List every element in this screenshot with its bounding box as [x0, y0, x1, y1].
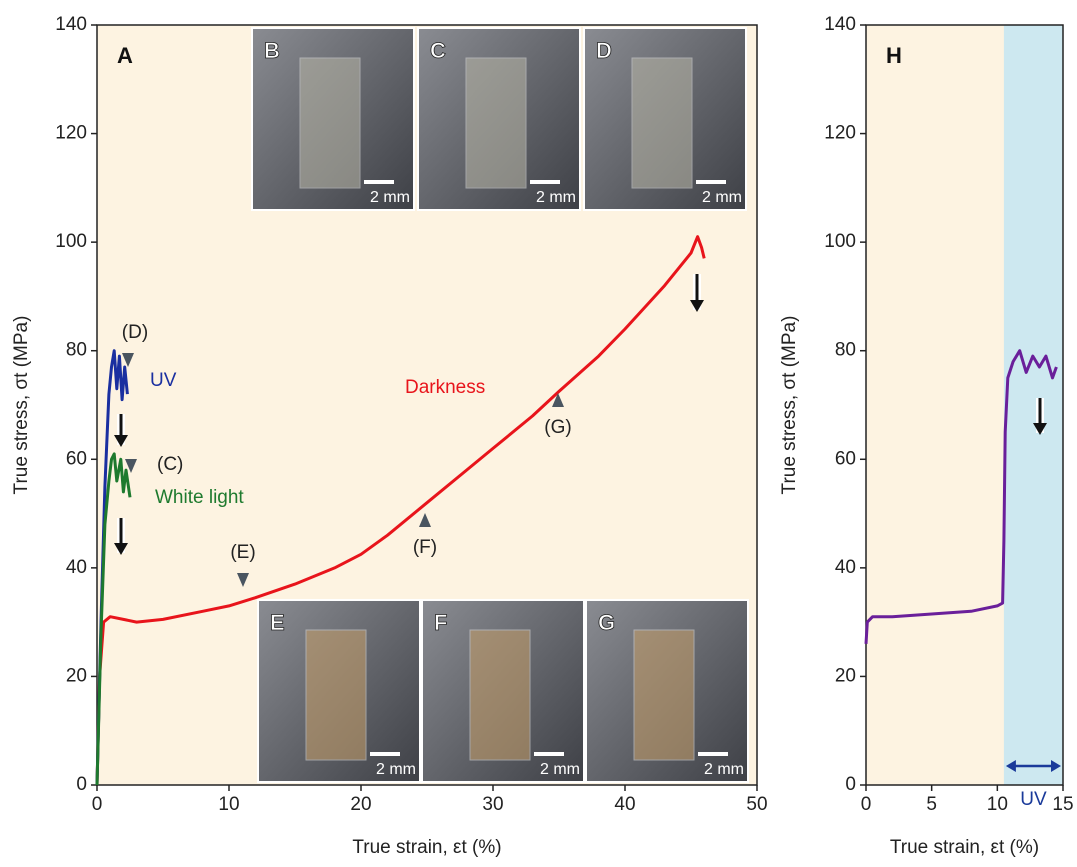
uv-region: [1003, 25, 1063, 785]
y-tick-label: 120: [824, 123, 856, 144]
series-label: Darkness: [405, 377, 485, 398]
y-tick-label: 0: [76, 774, 87, 795]
y-tick-label: 100: [55, 231, 87, 252]
uv-label: UV: [1020, 789, 1047, 810]
marker-label: (F): [413, 537, 437, 558]
y-tick-label: 140: [824, 14, 856, 35]
x-tick-label: 0: [92, 794, 103, 815]
marker-triangle: [419, 513, 431, 527]
scale-label: 2 mm: [702, 189, 742, 206]
x-tick-label: 15: [1052, 794, 1073, 815]
marker-triangle: [122, 353, 134, 367]
plot-frame: [865, 24, 1064, 786]
panel-label: H: [886, 43, 902, 68]
x-tick-label: 10: [987, 794, 1008, 815]
scale-label: 2 mm: [704, 761, 744, 778]
panel-label: A: [117, 43, 133, 68]
x-tick-label: 30: [482, 794, 503, 815]
y-tick-label: 80: [66, 340, 87, 361]
y-tick-label: 140: [55, 14, 87, 35]
marker-label: (D): [122, 322, 148, 343]
x-tick-label: 0: [861, 794, 872, 815]
x-tick-label: 5: [926, 794, 937, 815]
marker-label: (C): [157, 454, 183, 475]
y-tick-label: 80: [835, 340, 856, 361]
scale-label: 2 mm: [536, 189, 576, 206]
inset-letter: D: [596, 38, 612, 63]
inset-letter: E: [270, 610, 285, 635]
series-line: [95, 452, 132, 786]
marker-label: (E): [230, 542, 255, 563]
y-tick-label: 20: [835, 665, 856, 686]
x-tick-label: 50: [746, 794, 767, 815]
marker-triangle: [552, 393, 564, 407]
arrow-head: [1033, 423, 1047, 435]
series-line: [95, 235, 706, 786]
y-tick-label: 0: [845, 774, 856, 795]
y-axis-label: True stress, σt (MPa): [779, 316, 800, 495]
series-label: UV: [150, 370, 177, 391]
inset-letter: F: [434, 610, 447, 635]
y-axis-label: True stress, σt (MPa): [11, 316, 32, 495]
marker-triangle: [237, 573, 249, 587]
x-tick-label: 20: [350, 794, 371, 815]
y-tick-label: 20: [66, 665, 87, 686]
inset-letter: B: [264, 38, 280, 63]
x-axis-label: True strain, εt (%): [352, 837, 501, 858]
inset-sample: [299, 57, 361, 189]
arrow-head: [114, 543, 128, 555]
x-axis-label: True strain, εt (%): [890, 837, 1039, 858]
x-tick-label: 40: [614, 794, 635, 815]
arrow-head: [690, 300, 704, 312]
inset-letter: C: [430, 38, 446, 63]
x-tick-label: 10: [218, 794, 239, 815]
y-tick-label: 60: [66, 448, 87, 469]
inset-sample: [631, 57, 693, 189]
inset-sample: [469, 629, 531, 761]
series-line: [864, 349, 1058, 644]
y-tick-label: 40: [835, 557, 856, 578]
plot-frame: [96, 24, 758, 786]
scale-label: 2 mm: [540, 761, 580, 778]
inset-sample: [305, 629, 367, 761]
y-tick-label: 60: [835, 448, 856, 469]
marker-triangle: [125, 459, 137, 473]
y-tick-label: 100: [824, 231, 856, 252]
inset-sample: [465, 57, 527, 189]
y-tick-label: 120: [55, 123, 87, 144]
inset-letter: G: [598, 610, 615, 635]
inset-sample: [633, 629, 695, 761]
series-label: White light: [155, 487, 244, 508]
scale-label: 2 mm: [376, 761, 416, 778]
arrow-head: [114, 435, 128, 447]
marker-label: (G): [544, 417, 571, 438]
scale-label: 2 mm: [370, 189, 410, 206]
y-tick-label: 40: [66, 557, 87, 578]
